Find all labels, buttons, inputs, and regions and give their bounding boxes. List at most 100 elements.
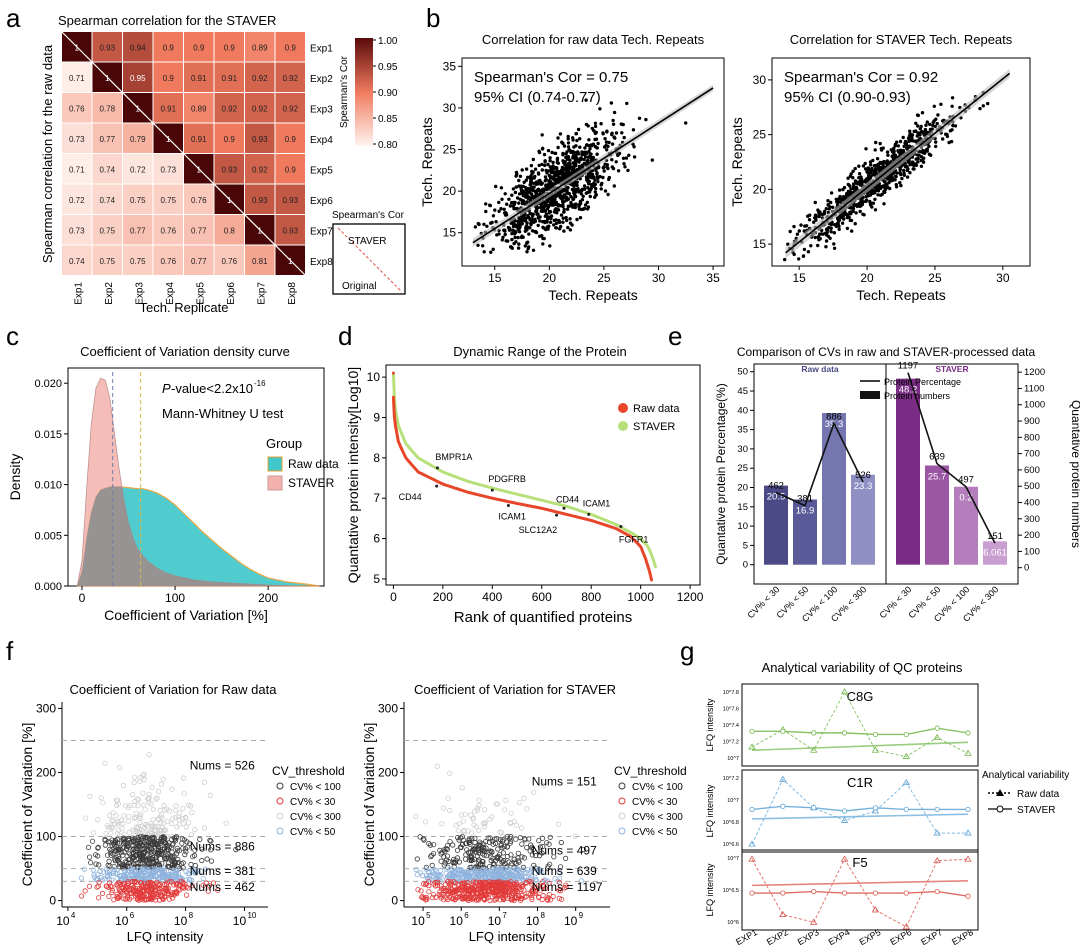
cvscatter-point xyxy=(545,894,551,901)
scatter-point xyxy=(844,194,849,198)
cvscatter-point xyxy=(173,869,179,876)
cvscatter-point xyxy=(494,866,501,872)
cvscatter-point xyxy=(528,881,535,887)
cvscatter-point xyxy=(128,865,134,872)
cvscatter-point xyxy=(150,806,156,813)
cvscatter-point xyxy=(157,866,163,872)
cvscatter-point xyxy=(113,812,119,818)
heatmap-cell xyxy=(62,215,92,245)
cvscatter-point xyxy=(452,868,458,875)
scatter-point xyxy=(580,198,585,202)
cvscatter-point xyxy=(105,852,111,858)
cvscatter-point xyxy=(462,856,469,862)
cvscatter-point xyxy=(95,883,101,889)
scatter-point xyxy=(905,175,910,179)
heatmap-row-label: Exp8 xyxy=(310,257,333,268)
scatter-point xyxy=(593,124,598,129)
cvscatter-point xyxy=(451,879,457,885)
scatter-point xyxy=(881,146,885,150)
scatter-point xyxy=(571,197,576,201)
heatmap-cell-value: 0.75 xyxy=(130,196,146,205)
cvscatter-point xyxy=(91,830,97,836)
scatter-point xyxy=(878,193,883,197)
cvscatter-point xyxy=(426,889,432,895)
cvscatter-point xyxy=(521,870,527,876)
cvscatter-legend-label: CV% < 100 xyxy=(632,782,683,793)
cvscatter-point xyxy=(140,802,146,808)
cv-bar-number-label: 497 xyxy=(958,475,974,486)
cvscatter-legend-title: CV_threshold xyxy=(614,764,687,778)
cvscatter-count-label: Nums = 381 xyxy=(190,864,255,878)
scatter-point xyxy=(858,204,862,208)
cvscatter-legend-swatch xyxy=(618,797,626,805)
heatmap-cell-value: 0.9 xyxy=(285,135,297,144)
scatter-point xyxy=(601,175,605,180)
cvscatter-point xyxy=(166,864,173,870)
cvscatter-point xyxy=(114,893,120,900)
cvscatter-point xyxy=(170,816,176,822)
scatter-point xyxy=(899,151,903,155)
cvscatter-point xyxy=(427,842,433,848)
scatter-point xyxy=(907,134,912,138)
cvscatter-y-tick-label: 200 xyxy=(36,765,56,779)
cvscatter-point xyxy=(556,869,562,875)
scatter-point xyxy=(510,193,514,197)
scatter-y-tick-label: 25 xyxy=(443,143,457,157)
scatter-point xyxy=(857,172,862,176)
scatter-point xyxy=(587,179,591,183)
heatmap-row-label: Exp6 xyxy=(310,196,333,207)
cvscatter-point xyxy=(170,868,176,875)
cvscatter-point xyxy=(126,813,132,820)
cvscatter-point xyxy=(137,819,143,825)
qc-ytick-label: 10^6.6 xyxy=(723,842,739,848)
scatter-point xyxy=(898,148,903,152)
cvscatter-point xyxy=(148,839,154,845)
qc-raw-marker xyxy=(748,743,756,750)
cvscatter-point xyxy=(507,840,513,846)
cvscatter-point xyxy=(445,896,451,903)
scatter-point xyxy=(925,120,929,124)
scatter-point xyxy=(561,151,565,156)
qc-raw-line xyxy=(751,858,969,928)
scatter-point xyxy=(556,193,560,198)
scatter-point xyxy=(603,189,608,193)
heatmap-cell xyxy=(62,123,92,153)
scatter-point xyxy=(910,133,915,137)
scatter-point xyxy=(869,163,873,167)
colorbar xyxy=(355,38,373,146)
scatter-fit-line xyxy=(785,72,1011,254)
scatter-point xyxy=(914,121,918,126)
scatter-point xyxy=(564,167,569,171)
cvscatter-point xyxy=(173,803,179,809)
heatmap-cell-value: 0.75 xyxy=(99,226,115,235)
scatter-point xyxy=(548,156,552,160)
dynamic-gene-label: ICAM1 xyxy=(583,498,611,508)
cvscatter-point xyxy=(184,892,190,898)
scatter-point xyxy=(848,174,853,178)
scatter-point xyxy=(518,174,523,178)
cvscatter-point xyxy=(160,834,166,840)
scatter-point xyxy=(869,190,873,194)
scatter-point xyxy=(879,186,883,190)
cvscatter-point xyxy=(413,866,419,873)
cvscatter-point xyxy=(504,844,510,850)
qc-staver-marker xyxy=(811,888,817,895)
cvscatter-point xyxy=(159,867,166,873)
scatter-point xyxy=(931,120,935,125)
qc-legend-raw-marker xyxy=(996,789,1004,796)
cvscatter-point xyxy=(501,807,508,813)
heatmap-cell xyxy=(245,93,275,123)
heatmap-cell xyxy=(153,245,183,275)
cvscatter-point xyxy=(517,875,524,881)
qc-raw-line xyxy=(751,690,969,758)
cvscatter-point xyxy=(170,895,176,901)
scatter-point xyxy=(548,197,553,201)
heatmap-cell xyxy=(92,184,122,214)
scatter-point xyxy=(824,239,829,243)
cvscatter-point xyxy=(161,827,167,834)
cvscatter-point xyxy=(539,896,545,903)
scatter-point xyxy=(572,184,576,188)
scatter-point xyxy=(792,224,796,229)
cvscatter-point xyxy=(512,859,518,865)
cvscatter-point xyxy=(138,891,144,897)
